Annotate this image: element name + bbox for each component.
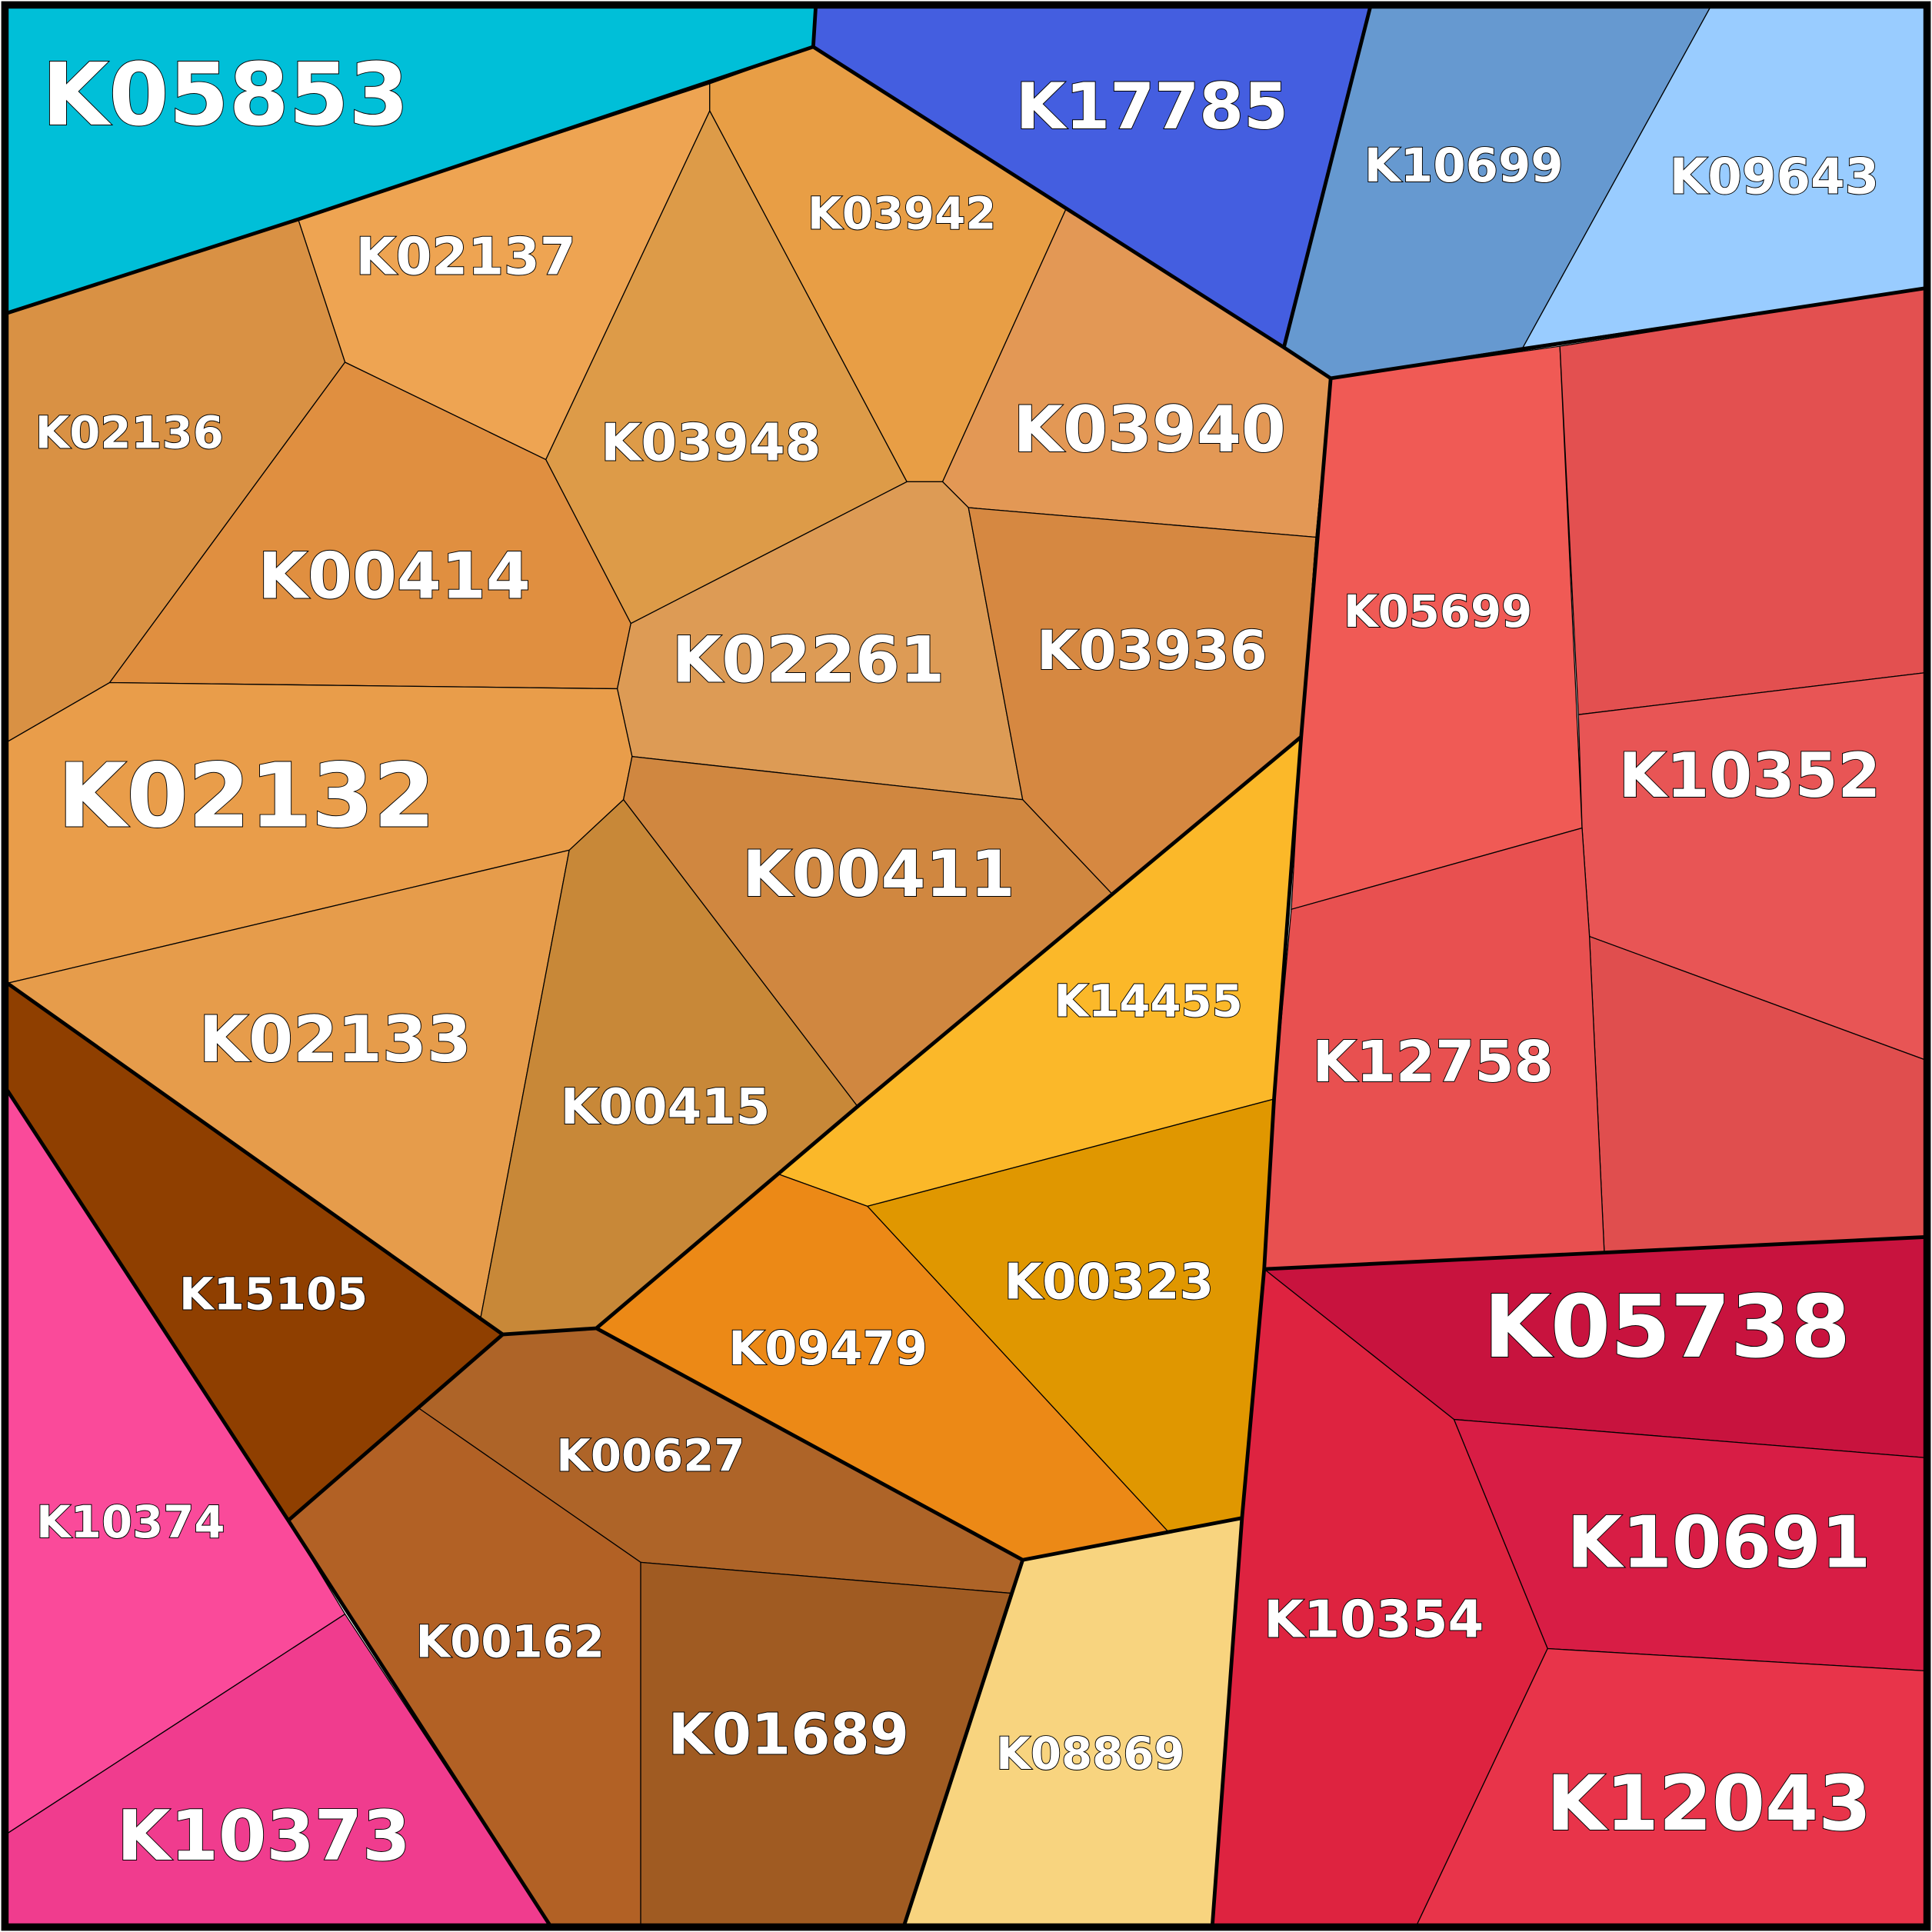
cell-label: K10699 bbox=[1364, 138, 1564, 193]
cell-label: K02132 bbox=[58, 745, 435, 848]
group-outline bbox=[1281, 7, 1372, 348]
cell-label: K09643 bbox=[1670, 148, 1880, 205]
cell-label: K03940 bbox=[1014, 392, 1286, 467]
cells bbox=[6, 6, 1926, 1926]
cell-label: K05853 bbox=[42, 45, 409, 145]
group-outline bbox=[1211, 378, 1333, 1925]
group-outline bbox=[811, 7, 818, 48]
cell-label: K02136 bbox=[35, 407, 224, 459]
group-outline bbox=[287, 1333, 505, 1522]
cell-label: K10691 bbox=[1567, 1501, 1870, 1584]
cell-label: K00323 bbox=[1004, 1254, 1214, 1311]
cell-label: K14455 bbox=[1054, 974, 1242, 1027]
cell-label: K00414 bbox=[258, 538, 530, 613]
cell-label: K10352 bbox=[1619, 740, 1881, 811]
cell-label: K05699 bbox=[1344, 585, 1532, 638]
cell bbox=[1559, 288, 1926, 715]
cell-label: K08869 bbox=[996, 1727, 1184, 1780]
cell-label: K03942 bbox=[808, 188, 996, 240]
cell-label: K09479 bbox=[728, 1321, 928, 1376]
cell-label: K00627 bbox=[556, 1429, 744, 1481]
cell-label: K03948 bbox=[601, 412, 821, 472]
group-outline bbox=[6, 45, 1925, 381]
group-outline bbox=[902, 1559, 1024, 1926]
cell-label: K15105 bbox=[179, 1268, 368, 1321]
labels: K05853 K17785 K10699 K09643 K02137 K0394… bbox=[35, 45, 1882, 1877]
cell-label: K02137 bbox=[355, 227, 575, 287]
cell-label: K03936 bbox=[1037, 619, 1267, 682]
cell-label: K00411 bbox=[742, 837, 1014, 911]
group-outline bbox=[1264, 1235, 1925, 1271]
cell-label: K10354 bbox=[1264, 1589, 1484, 1649]
cell-label: K05738 bbox=[1484, 1277, 1850, 1377]
cell-label: K10374 bbox=[36, 1496, 225, 1548]
cell-label: K10373 bbox=[117, 1797, 411, 1877]
cell-label: K12758 bbox=[1312, 1030, 1553, 1095]
cell-label: K02261 bbox=[672, 622, 944, 697]
cell-label: K01689 bbox=[668, 1702, 909, 1767]
cell-label: K12043 bbox=[1547, 1760, 1871, 1848]
cell-label: K00162 bbox=[416, 1615, 605, 1667]
cell-label: K17785 bbox=[1016, 69, 1288, 144]
cell-label: K00415 bbox=[561, 1079, 771, 1136]
cell-label: K02133 bbox=[199, 1002, 471, 1077]
